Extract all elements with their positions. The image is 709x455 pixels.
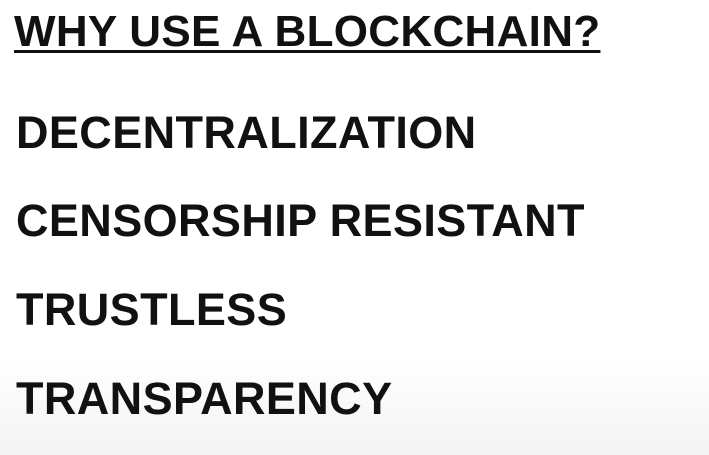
list-item-transparency: TRANSPARENCY (16, 373, 393, 424)
list-item-decentralization: DECENTRALIZATION (16, 107, 477, 158)
list-item-censorship-resistant: CENSORSHIP RESISTANT (16, 195, 585, 246)
slide-title: WHY USE A BLOCKCHAIN? (14, 7, 601, 56)
list-item-trustless: TRUSTLESS (16, 284, 288, 335)
